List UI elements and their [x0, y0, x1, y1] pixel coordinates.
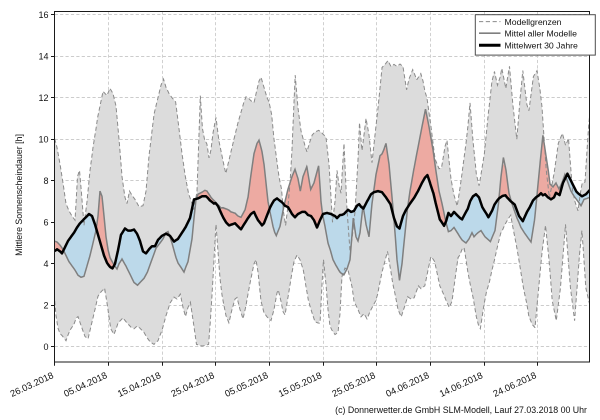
svg-text:6: 6	[43, 218, 48, 228]
svg-text:10: 10	[38, 134, 48, 144]
svg-text:Mittlere Sonnenscheindauer [h]: Mittlere Sonnenscheindauer [h]	[14, 134, 24, 256]
svg-text:0: 0	[43, 342, 48, 352]
svg-text:14: 14	[38, 51, 48, 61]
svg-text:(c) Donnerwetter.de GmbH SLM-M: (c) Donnerwetter.de GmbH SLM-Modell, Lau…	[335, 405, 587, 415]
svg-text:Modellgrenzen: Modellgrenzen	[505, 17, 562, 27]
svg-text:8: 8	[43, 176, 48, 186]
svg-text:4: 4	[43, 259, 48, 269]
svg-text:12: 12	[38, 93, 48, 103]
svg-text:Mittel aller Modelle: Mittel aller Modelle	[505, 28, 578, 38]
svg-text:Mittelwert 30 Jahre: Mittelwert 30 Jahre	[505, 40, 579, 50]
svg-text:16: 16	[38, 10, 48, 20]
svg-text:2: 2	[43, 301, 48, 311]
